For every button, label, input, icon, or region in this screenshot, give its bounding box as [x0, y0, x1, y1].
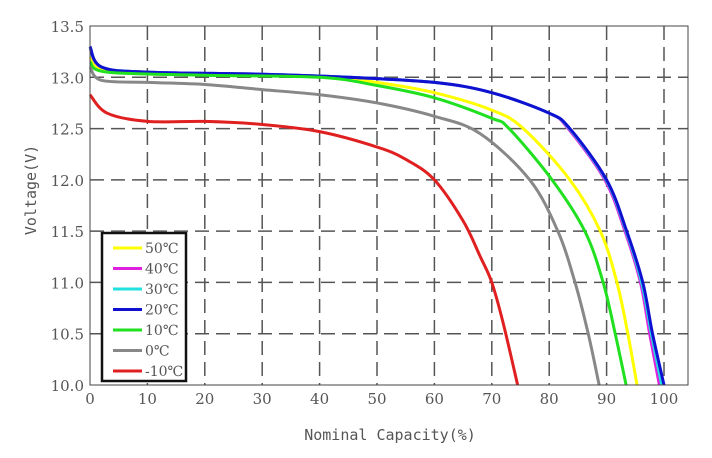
- x-tick-label: 60: [425, 390, 444, 408]
- x-axis-label: Nominal Capacity(%): [304, 426, 476, 444]
- x-tick-label: 50: [367, 390, 386, 408]
- x-tick-label: 100: [650, 390, 679, 408]
- legend-box: [100, 231, 188, 383]
- legend-label: 0℃: [145, 344, 170, 360]
- y-tick-label: 12.0: [51, 172, 84, 190]
- y-tick-label: 13.5: [51, 18, 84, 36]
- plot-frame: [89, 25, 689, 386]
- x-tick-label: 90: [597, 390, 616, 408]
- series-line-6: [88, 93, 520, 386]
- legend: 50℃ 40℃ 30℃ 20℃ 10℃ 0℃ -10℃: [100, 231, 188, 383]
- y-axis-label: Voltage(V): [22, 145, 40, 235]
- legend-label: 10℃: [145, 323, 178, 339]
- grid: [90, 26, 688, 385]
- x-tick-label: 70: [482, 390, 501, 408]
- legend-label: 50℃: [145, 241, 178, 257]
- y-tick-label: 13.0: [51, 69, 84, 87]
- x-tick-label: 0: [85, 390, 95, 408]
- y-tick-label: 10.5: [51, 326, 84, 344]
- tick-labels: 0 10 20 30 40 50 60 70 80 90 100 10.0 10.5 11.0 11.5 12…: [51, 18, 679, 408]
- x-tick-label: 10: [138, 390, 157, 408]
- legend-label: 30℃: [145, 282, 178, 298]
- y-tick-label: 11.5: [51, 223, 84, 241]
- x-tick-label: 80: [540, 390, 559, 408]
- legend-label: -10℃: [145, 364, 183, 380]
- series-lines: [88, 45, 666, 386]
- x-tick-label: 20: [195, 390, 214, 408]
- y-tick-label: 12.5: [51, 121, 84, 139]
- legend-label: 40℃: [145, 262, 178, 278]
- series-line-4: [88, 60, 628, 386]
- y-tick-label: 11.0: [51, 274, 84, 292]
- y-tick-label: 10.0: [51, 377, 84, 395]
- x-tick-label: 30: [253, 390, 272, 408]
- x-tick-label: 40: [310, 390, 329, 408]
- series-line-5: [88, 66, 601, 386]
- legend-label: 20℃: [145, 303, 178, 319]
- series-line-3: [88, 45, 666, 386]
